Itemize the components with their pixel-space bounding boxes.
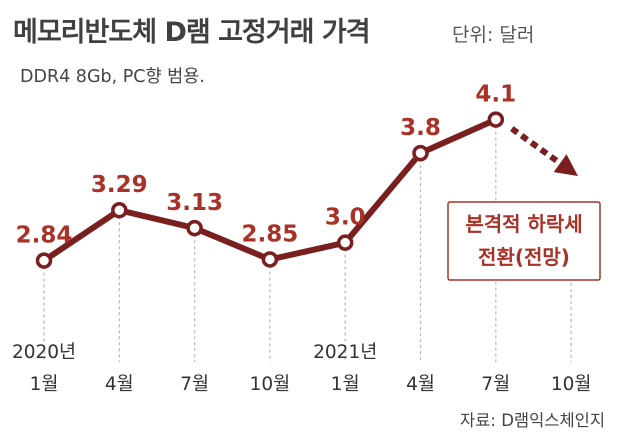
year-label: 2020년 xyxy=(12,342,76,363)
x-tick-label: 10월 xyxy=(551,374,592,395)
data-point xyxy=(412,144,429,162)
data-label: 3.13 xyxy=(166,190,223,216)
data-label: 3.8 xyxy=(400,115,441,141)
data-point xyxy=(35,252,53,269)
chart-title: 메모리반도체 D램 고정거래 가격 xyxy=(13,17,371,48)
data-point xyxy=(186,219,203,237)
forecast-arrowhead xyxy=(553,154,578,176)
data-point xyxy=(111,201,128,219)
annotation-text: 전환(전망) xyxy=(478,245,570,269)
data-point xyxy=(261,251,279,268)
data-label: 4.1 xyxy=(475,82,516,108)
data-point xyxy=(336,234,354,251)
data-point xyxy=(487,111,505,128)
x-tick-label: 1월 xyxy=(30,374,59,395)
x-tick-label: 4월 xyxy=(105,374,134,395)
x-tick-label: 4월 xyxy=(406,374,435,395)
annotation-text: 본격적 하락세 xyxy=(465,212,582,236)
x-tick-label: 1월 xyxy=(331,374,360,395)
chart-subtitle: DDR4 8Gb, PC향 범용. xyxy=(20,67,205,87)
data-label: 2.85 xyxy=(242,221,299,247)
source-label: 자료: D램익스체인지 xyxy=(460,411,605,430)
data-label: 3.29 xyxy=(91,172,148,198)
x-tick-label: 7월 xyxy=(481,374,510,395)
forecast-arrow-line xyxy=(510,126,562,166)
x-tick-label: 10월 xyxy=(250,374,291,395)
data-label: 2.84 xyxy=(16,223,73,249)
year-label: 2021년 xyxy=(313,342,377,363)
data-label: 3.0 xyxy=(325,205,366,231)
annotation-box xyxy=(447,201,601,281)
unit-label: 단위: 달러 xyxy=(452,24,535,46)
x-tick-label: 7월 xyxy=(180,374,209,395)
